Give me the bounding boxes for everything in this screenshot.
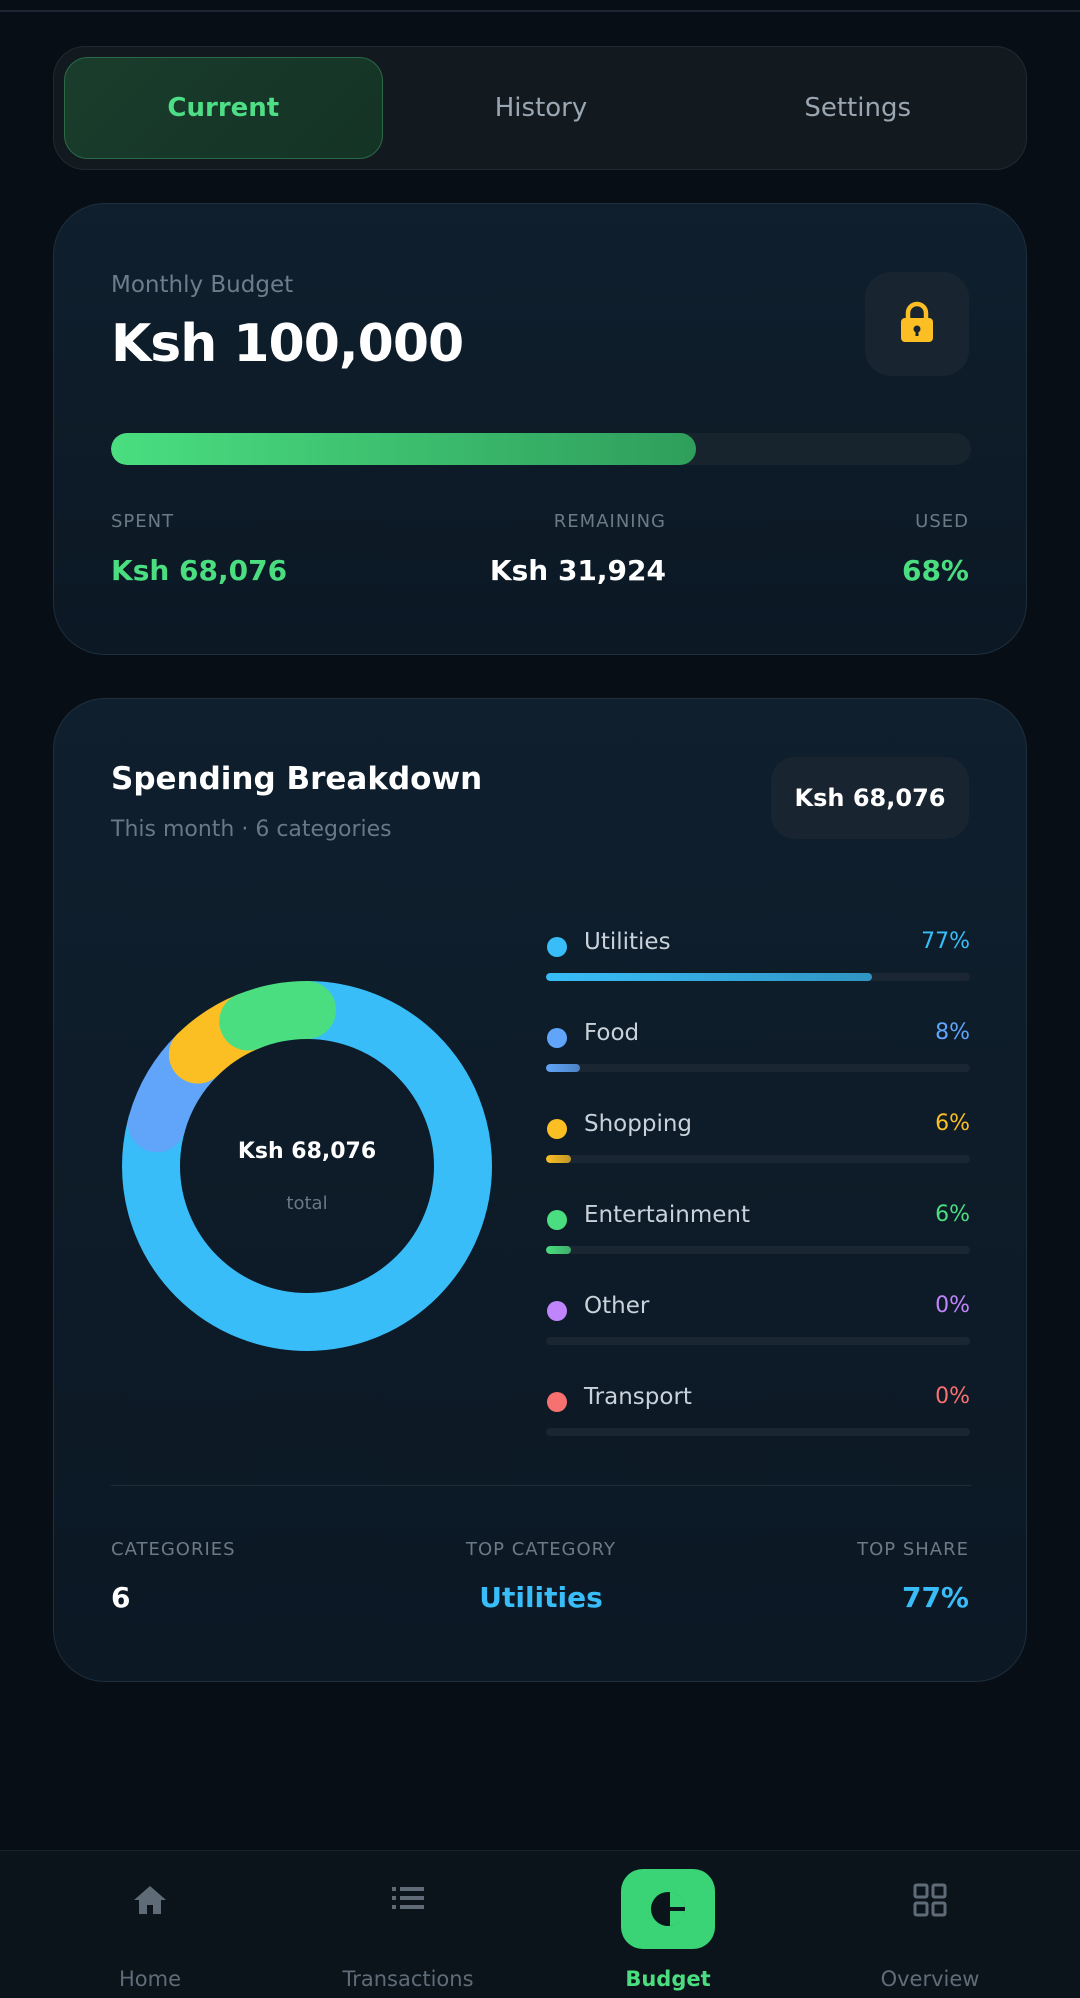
- nav-budget-label: Budget: [625, 1967, 711, 1991]
- tab-current[interactable]: Current: [64, 57, 383, 159]
- used-label: USED: [915, 511, 969, 532]
- legend-bar-track: [546, 1246, 970, 1254]
- donut-center-label: total: [286, 1193, 328, 1214]
- legend-dot: [547, 1119, 567, 1139]
- legend-bar-track: [546, 1155, 970, 1163]
- legend-bar-track: [546, 1064, 970, 1072]
- legend-label: Food: [584, 1020, 640, 1046]
- donut-center-value: Ksh 68,076: [237, 1139, 377, 1164]
- nav-transactions[interactable]: Transactions: [273, 1851, 543, 1998]
- legend-bar-fill: [546, 973, 873, 981]
- pie-chart-icon: [621, 1869, 715, 1949]
- spending-breakdown-card: Spending Breakdown This month · 6 catego…: [53, 698, 1027, 1682]
- top-category-value: Utilities: [479, 1581, 603, 1614]
- legend-bar-track: [546, 1337, 970, 1345]
- legend-percent: 0%: [935, 1384, 970, 1409]
- legend-label: Utilities: [584, 929, 671, 955]
- legend-item[interactable]: Entertainment 6%: [546, 1198, 970, 1289]
- legend-dot: [547, 1392, 567, 1412]
- grid-icon: [913, 1883, 947, 1917]
- spent-value: Ksh 68,076: [111, 554, 288, 587]
- budget-progress-fill: [111, 433, 696, 465]
- breakdown-title: Spending Breakdown: [111, 761, 483, 797]
- legend-bar-fill: [546, 1064, 580, 1072]
- legend-item[interactable]: Other 0%: [546, 1289, 970, 1380]
- segmented-tabs: Current History Settings: [53, 46, 1027, 170]
- legend-percent: 6%: [935, 1111, 970, 1136]
- legend-dot: [547, 937, 567, 957]
- budget-progress-track: [111, 433, 971, 465]
- legend-label: Other: [584, 1293, 650, 1319]
- donut-segment-entertainment[interactable]: [122, 981, 492, 1351]
- budget-amount: Ksh 100,000: [111, 314, 464, 374]
- tab-history[interactable]: History: [494, 93, 588, 123]
- nav-home-label: Home: [118, 1967, 181, 1991]
- legend-item[interactable]: Food 8%: [546, 1016, 970, 1107]
- legend-percent: 8%: [935, 1020, 970, 1045]
- breakdown-subtitle: This month · 6 categories: [111, 817, 392, 842]
- home-icon: [132, 1883, 168, 1917]
- legend-label: Transport: [584, 1384, 692, 1410]
- spent-label: SPENT: [111, 511, 175, 532]
- legend-bar-track: [546, 1428, 970, 1436]
- list-icon: [390, 1883, 426, 1913]
- category-legend: Utilities 77% Food 8% Shopping 6% Entertainmen…: [546, 925, 970, 1471]
- used-value: 68%: [901, 554, 969, 587]
- breakdown-total-badge: Ksh 68,076: [771, 757, 969, 839]
- legend-percent: 6%: [935, 1202, 970, 1227]
- categories-label: CATEGORIES: [111, 1539, 236, 1560]
- top-share-value: 77%: [901, 1581, 969, 1614]
- remaining-label: REMAINING: [553, 511, 666, 532]
- legend-bar-fill: [546, 1155, 572, 1163]
- status-divider: [0, 10, 1080, 12]
- legend-dot: [547, 1028, 567, 1048]
- legend-dot: [547, 1301, 567, 1321]
- nav-home[interactable]: Home: [15, 1851, 285, 1998]
- top-share-label: TOP SHARE: [857, 1539, 969, 1560]
- legend-percent: 0%: [935, 1293, 970, 1318]
- legend-item[interactable]: Transport 0%: [546, 1380, 970, 1471]
- remaining-value: Ksh 31,924: [489, 554, 666, 587]
- legend-item[interactable]: Utilities 77%: [546, 925, 970, 1016]
- lock-button[interactable]: [865, 272, 969, 376]
- legend-bar-track: [546, 973, 970, 981]
- lock-icon: [899, 301, 935, 347]
- legend-bar-fill: [546, 1246, 572, 1254]
- nav-overview[interactable]: Overview: [795, 1851, 1065, 1998]
- tab-settings[interactable]: Settings: [804, 93, 911, 123]
- legend-label: Entertainment: [584, 1202, 750, 1228]
- monthly-budget-card: Monthly Budget Ksh 100,000 SPENT Ksh 68,…: [53, 203, 1027, 655]
- nav-overview-label: Overview: [880, 1967, 980, 1991]
- legend-dot: [547, 1210, 567, 1230]
- spending-donut-chart: [122, 981, 492, 1351]
- top-category-label: TOP CATEGORY: [465, 1539, 617, 1560]
- nav-budget-highlight: [621, 1869, 715, 1949]
- bottom-navigation: Home Transactions Budget: [0, 1850, 1080, 1998]
- legend-label: Shopping: [584, 1111, 693, 1137]
- legend-item[interactable]: Shopping 6%: [546, 1107, 970, 1198]
- categories-value: 6: [111, 1581, 131, 1614]
- budget-label: Monthly Budget: [111, 272, 294, 298]
- legend-percent: 77%: [921, 929, 970, 954]
- nav-transactions-label: Transactions: [342, 1967, 474, 1991]
- breakdown-divider: [111, 1485, 971, 1486]
- nav-budget[interactable]: Budget: [533, 1851, 803, 1998]
